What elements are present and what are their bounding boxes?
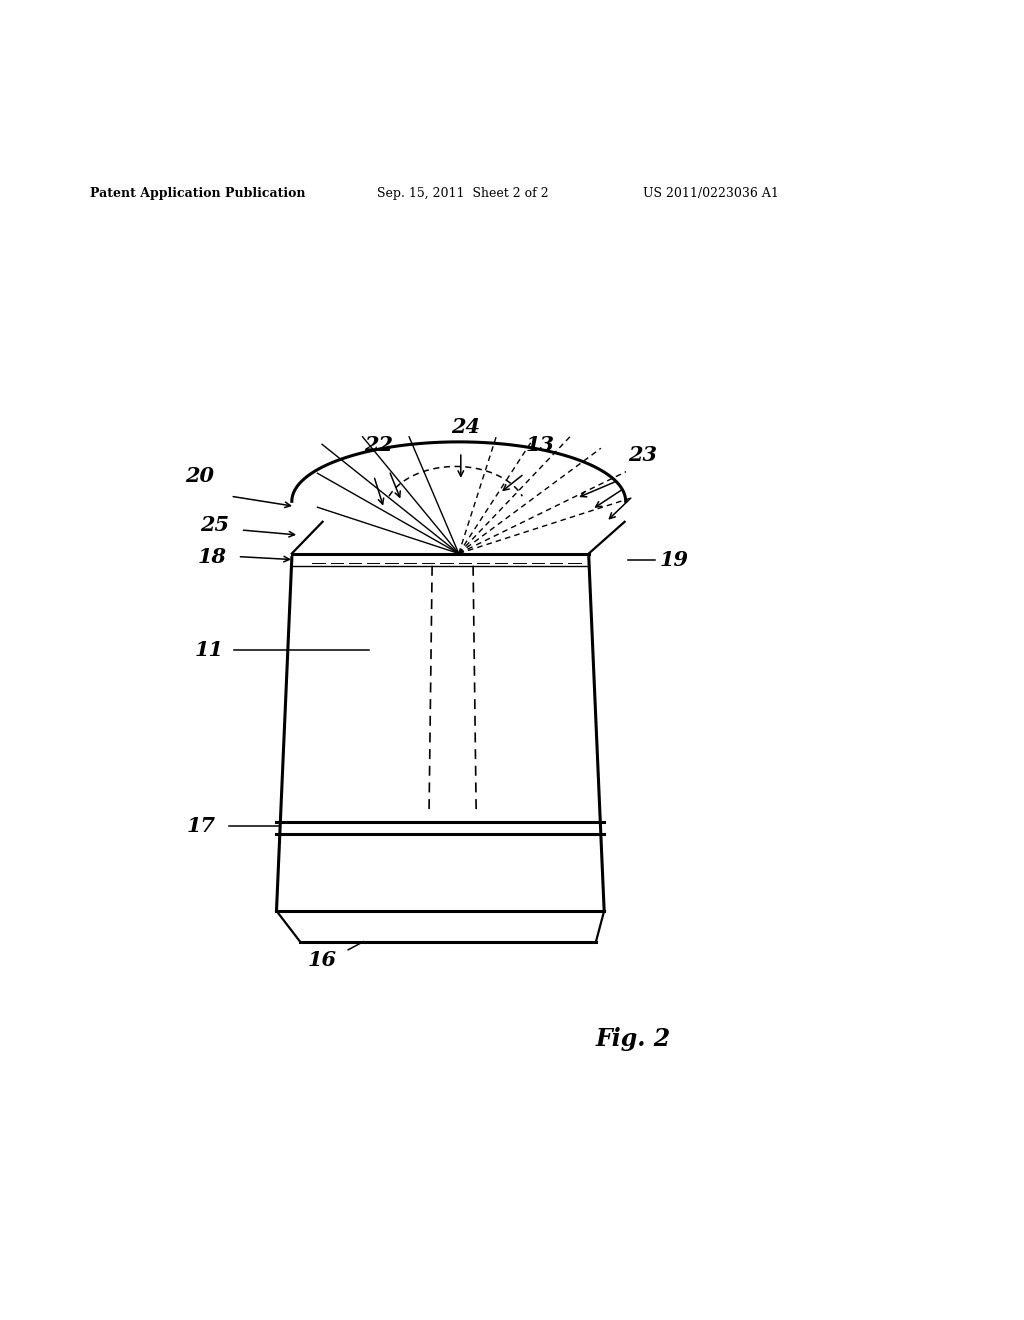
- Text: 18: 18: [198, 546, 226, 566]
- Text: 23: 23: [629, 445, 657, 465]
- Text: 20: 20: [185, 466, 214, 486]
- Text: 24: 24: [452, 417, 480, 437]
- Text: 19: 19: [659, 549, 688, 570]
- Text: 25: 25: [201, 515, 229, 535]
- Text: 13: 13: [525, 436, 554, 455]
- Text: Fig. 2: Fig. 2: [595, 1027, 671, 1051]
- Text: Sep. 15, 2011  Sheet 2 of 2: Sep. 15, 2011 Sheet 2 of 2: [377, 187, 549, 199]
- Text: 17: 17: [186, 816, 215, 836]
- Text: US 2011/0223036 A1: US 2011/0223036 A1: [643, 187, 779, 199]
- Text: Patent Application Publication: Patent Application Publication: [90, 187, 305, 199]
- Text: 22: 22: [365, 436, 393, 455]
- Text: 11: 11: [195, 640, 223, 660]
- Text: 16: 16: [308, 950, 337, 970]
